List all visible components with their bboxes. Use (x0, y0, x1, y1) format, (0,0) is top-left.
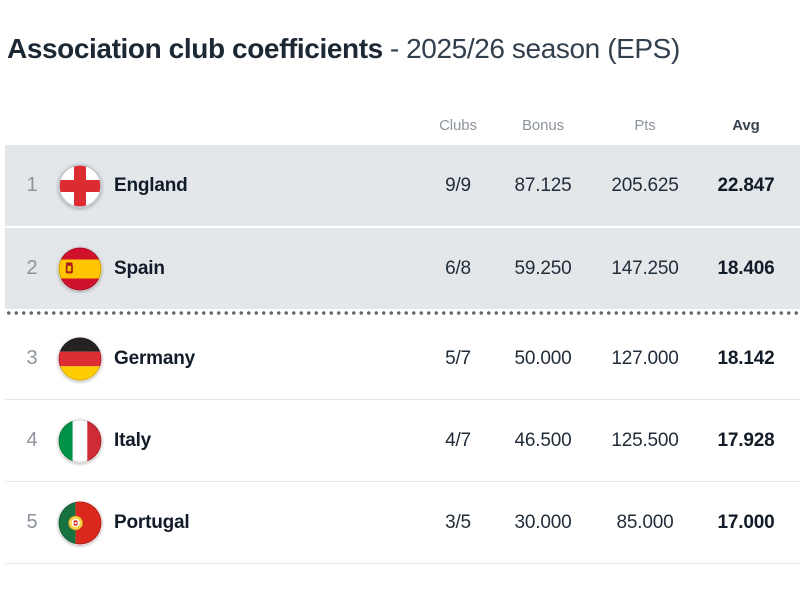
bonus-value: 30.000 (514, 511, 572, 533)
clubs-value: 4/7 (445, 429, 471, 451)
spain-flag-icon (58, 247, 102, 291)
flag-cell (49, 501, 105, 545)
italy-flag-icon (58, 419, 102, 463)
clubs-value: 6/8 (445, 257, 471, 279)
flag-cell (49, 419, 105, 463)
rank-number: 5 (26, 511, 38, 533)
rank-number: 4 (26, 429, 38, 451)
column-header-pts: Pts (634, 117, 656, 134)
clubs-value: 9/9 (445, 174, 471, 196)
pts-value: 125.500 (611, 429, 679, 451)
avg-value: 22.847 (717, 174, 775, 196)
column-header-bonus: Bonus (521, 117, 565, 134)
country-name: England (114, 174, 188, 196)
avg-value: 18.142 (717, 347, 775, 369)
clubs-value: 3/5 (445, 511, 471, 533)
bonus-value: 59.250 (514, 257, 572, 279)
table-row-germany[interactable]: 3 Germany 5/7 50.000 127. (5, 318, 800, 400)
england-flag-icon (58, 163, 102, 208)
pts-value: 85.000 (616, 511, 674, 533)
portugal-flag-icon (58, 501, 102, 545)
table-row-italy[interactable]: 4 Italy 4/7 46.500 125.50 (5, 400, 800, 482)
bonus-value: 87.125 (514, 174, 572, 196)
page-title-season: - 2025/26 season (EPS) (389, 33, 680, 64)
avg-value: 17.000 (717, 511, 775, 533)
pts-value: 127.000 (611, 347, 679, 369)
bonus-value: 46.500 (514, 429, 572, 451)
country-name: Germany (114, 347, 195, 369)
flag-cell (49, 247, 105, 291)
country-name: Spain (114, 257, 165, 279)
flag-cell (49, 163, 105, 208)
avg-value: 17.928 (717, 429, 775, 451)
bonus-value: 50.000 (514, 347, 572, 369)
eps-cutoff-dotted-separator (5, 311, 800, 315)
table-row-england[interactable]: 1 England 9/9 87.125 205. (5, 145, 800, 226)
avg-value: 18.406 (717, 257, 775, 279)
germany-flag-icon (58, 337, 102, 381)
table-row-portugal[interactable]: 5 (5, 482, 800, 564)
table-header-row: Clubs Bonus Pts Avg (5, 64, 800, 145)
column-header-clubs: Clubs (439, 117, 477, 134)
column-header-avg: Avg (732, 117, 760, 134)
country-name: Portugal (114, 511, 190, 533)
rank-number: 1 (26, 174, 38, 196)
association-coefficients-page: Association club coefficients - 2025/26 s… (0, 34, 800, 589)
table-row-spain[interactable]: 2 (5, 228, 800, 309)
rank-number: 3 (26, 347, 38, 369)
rank-number: 2 (26, 257, 38, 279)
clubs-value: 5/7 (445, 347, 471, 369)
coefficients-table: Clubs Bonus Pts Avg 1 (5, 64, 800, 564)
page-title: Association club coefficients - 2025/26 s… (7, 34, 800, 64)
page-title-main: Association club coefficients (7, 33, 383, 64)
flag-cell (49, 337, 105, 381)
pts-value: 147.250 (611, 257, 679, 279)
country-name: Italy (114, 429, 152, 451)
pts-value: 205.625 (611, 174, 679, 196)
